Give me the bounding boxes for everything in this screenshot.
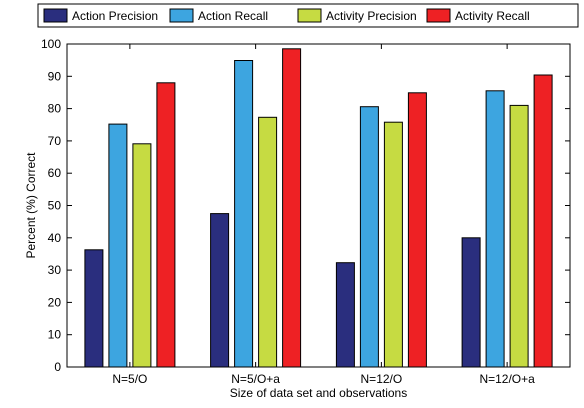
x-tick-label: N=12/O+a bbox=[479, 372, 535, 386]
bar bbox=[383, 121, 403, 368]
y-tick-label: 60 bbox=[48, 166, 62, 180]
bar bbox=[210, 213, 230, 368]
x-tick-label: N=12/O bbox=[361, 372, 403, 386]
bar bbox=[156, 82, 176, 368]
legend-swatch bbox=[169, 8, 194, 23]
legend-label: Activity Recall bbox=[455, 9, 530, 23]
y-tick-label: 20 bbox=[48, 295, 62, 309]
y-tick-label: 10 bbox=[48, 328, 62, 342]
y-tick-label: 70 bbox=[48, 134, 62, 148]
bar bbox=[533, 74, 553, 368]
legend-swatch bbox=[297, 8, 322, 23]
bar bbox=[461, 237, 481, 368]
bars bbox=[84, 48, 553, 368]
y-tick-label: 30 bbox=[48, 263, 62, 277]
y-tick-label: 50 bbox=[48, 199, 62, 213]
bar bbox=[359, 106, 379, 368]
legend: Action Precision Action Recall Activity Pr… bbox=[43, 8, 530, 23]
legend-label: Action Precision bbox=[72, 9, 158, 23]
bar bbox=[407, 92, 427, 368]
legend-swatch bbox=[43, 8, 68, 23]
bar bbox=[335, 262, 355, 368]
y-tick-label: 80 bbox=[48, 102, 62, 116]
x-tick-label: N=5/O bbox=[112, 372, 147, 386]
legend-label: Action Recall bbox=[198, 9, 268, 23]
x-axis-label: Size of data set and observations bbox=[230, 386, 407, 400]
legend-swatch bbox=[426, 8, 451, 23]
y-tick-label: 100 bbox=[41, 37, 61, 51]
legend-label: Activity Precision bbox=[326, 9, 417, 23]
bar bbox=[234, 60, 254, 368]
bar bbox=[84, 249, 104, 368]
bar bbox=[485, 90, 505, 368]
y-axis-label: Percent (%) Correct bbox=[24, 152, 38, 259]
bar bbox=[132, 143, 152, 368]
bar bbox=[509, 104, 529, 368]
bar bbox=[282, 48, 302, 368]
bar bbox=[258, 116, 278, 368]
y-tick-label: 90 bbox=[48, 69, 62, 83]
y-tick-label: 40 bbox=[48, 231, 62, 245]
axis-ticks: 0 10 20 30 40 50 60 70 80 90 100 N=5/O N=5/O+a N=12/O… bbox=[41, 37, 570, 386]
bar bbox=[108, 123, 128, 368]
y-tick-label: 0 bbox=[54, 360, 61, 374]
x-tick-label: N=5/O+a bbox=[231, 372, 280, 386]
